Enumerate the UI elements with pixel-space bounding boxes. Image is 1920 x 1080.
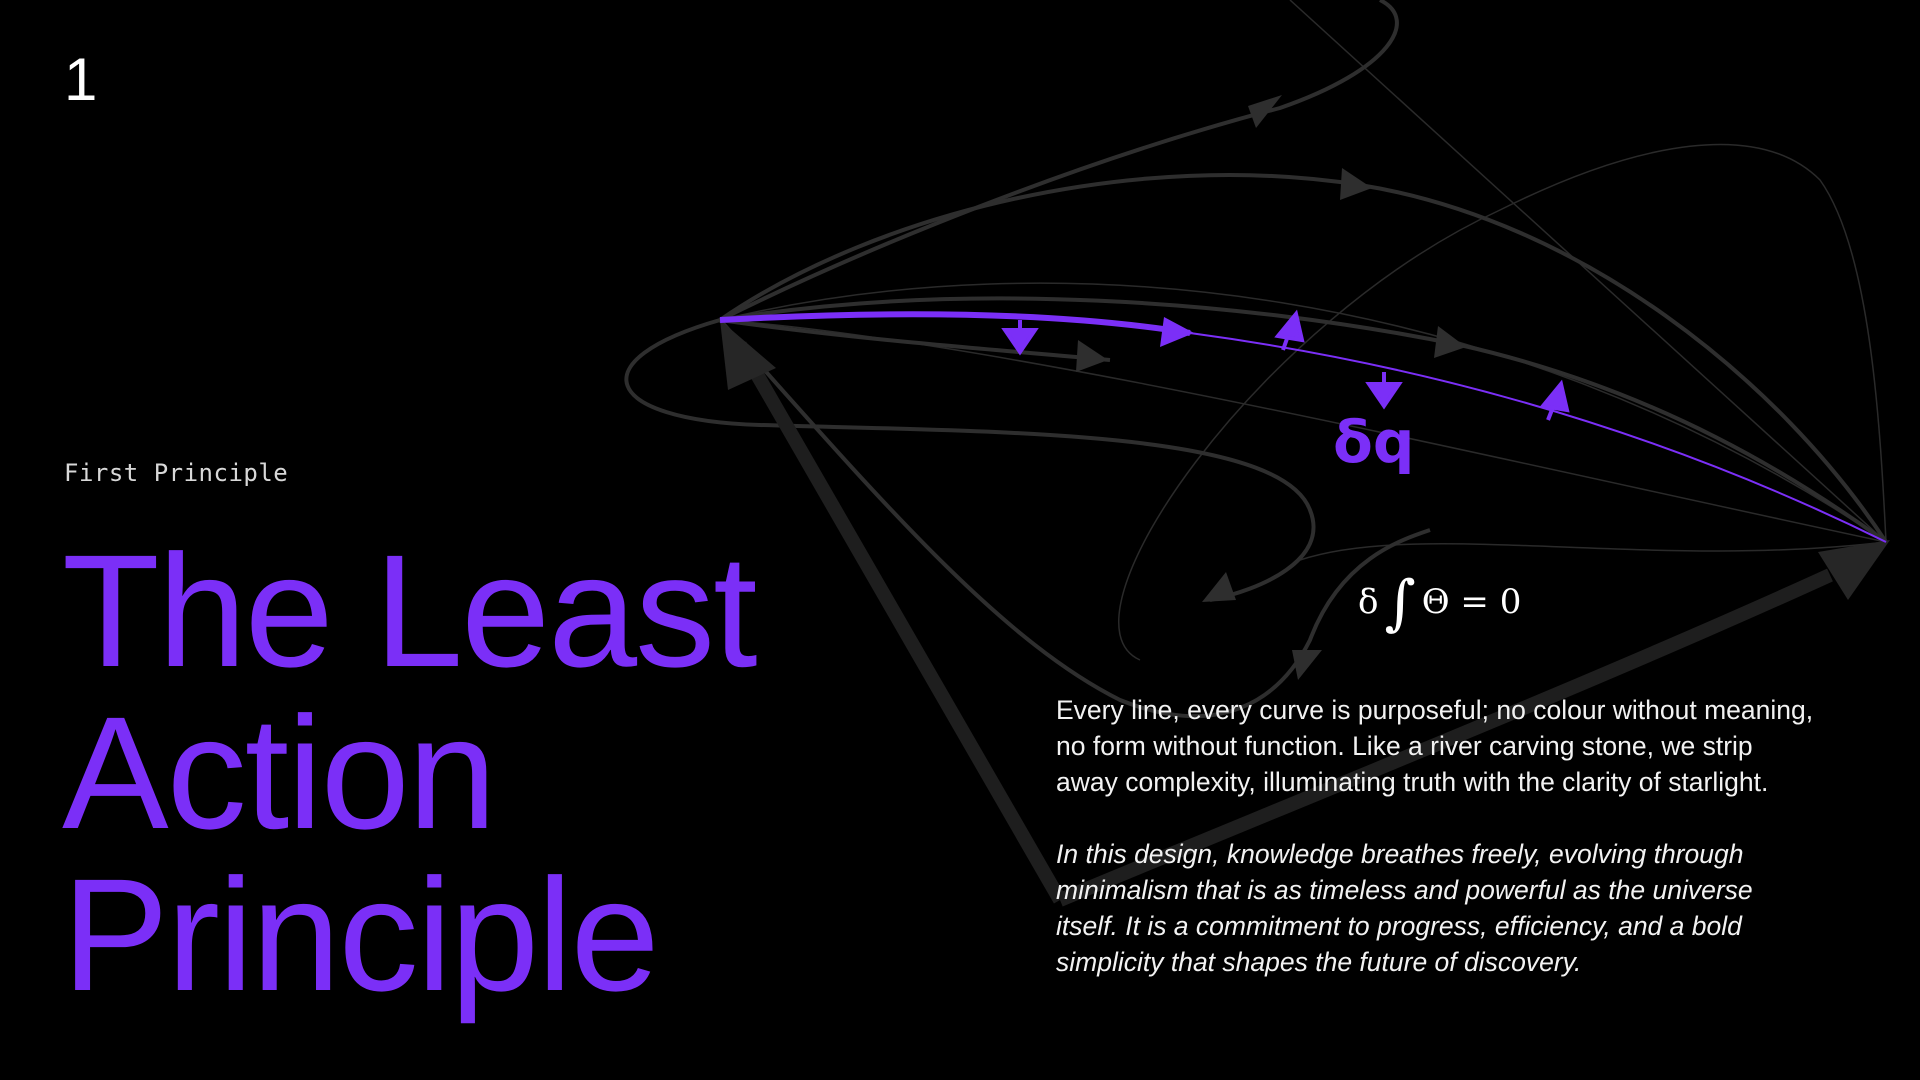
- arrowhead-icon: [1292, 650, 1322, 680]
- faint-path-arc: [1118, 143, 1887, 661]
- arrowhead-icon: [1434, 326, 1466, 358]
- path-lower-direct: [719, 318, 1111, 362]
- formula-integral: ∫: [1384, 568, 1416, 638]
- arrowhead-icon: [1818, 540, 1890, 600]
- true-path-thick: [719, 311, 1191, 336]
- variation-label: δq: [1333, 408, 1414, 476]
- faint-path-upper: [719, 282, 1887, 543]
- arrowhead-icon: [1001, 328, 1039, 356]
- true-path-thin: [1189, 332, 1887, 543]
- arrowhead-icon: [1340, 168, 1372, 200]
- arrowhead-icon: [1539, 379, 1570, 413]
- path-low-arc: [718, 318, 1431, 718]
- path-mid-arc: [719, 296, 1888, 544]
- faint-path-mid: [719, 319, 1887, 543]
- thick-path-left: [733, 341, 1067, 904]
- gray-arrowheads: [1076, 95, 1466, 680]
- thick-paths: [733, 341, 1833, 907]
- arrowhead-icon: [1076, 340, 1108, 372]
- title-line: The Least: [62, 521, 758, 700]
- arrowhead-icon: [1365, 382, 1403, 410]
- formula-expression: Θ = 0: [1421, 582, 1522, 622]
- eyebrow-label: First Principle: [64, 459, 289, 487]
- faint-path-top: [1289, 0, 1887, 543]
- body-paragraph-italic: In this design, knowledge breathes freel…: [1056, 839, 1753, 977]
- title-line: Principle: [62, 845, 660, 1024]
- arrowhead-icon: [720, 320, 776, 390]
- slide-number: 1: [64, 46, 98, 113]
- thick-arrowheads: [720, 320, 1890, 600]
- thick-path-right: [1057, 568, 1833, 907]
- path-upper-arc: [718, 173, 1888, 544]
- path-swirl: [624, 318, 1316, 602]
- body-paragraph: Every line, every curve is purposeful; n…: [1056, 695, 1814, 797]
- arrowhead-icon: [1160, 317, 1194, 347]
- body-copy: Every line, every curve is purposeful; n…: [1056, 692, 1816, 1016]
- arrowhead-icon: [1248, 95, 1282, 128]
- true-path: [719, 311, 1887, 543]
- formula-delta: δ: [1358, 582, 1379, 622]
- slide-title: The Least Action Principle: [62, 521, 758, 1024]
- variation-arrows: [1001, 309, 1570, 421]
- path-top-loop: [719, 0, 1399, 322]
- faint-path-lower-right: [1299, 541, 1887, 561]
- action-formula: δ ∫ Θ = 0: [1358, 568, 1521, 638]
- title-line: Action: [62, 683, 497, 862]
- arrowhead-icon: [1274, 309, 1305, 343]
- arrowhead-icon: [1202, 572, 1236, 602]
